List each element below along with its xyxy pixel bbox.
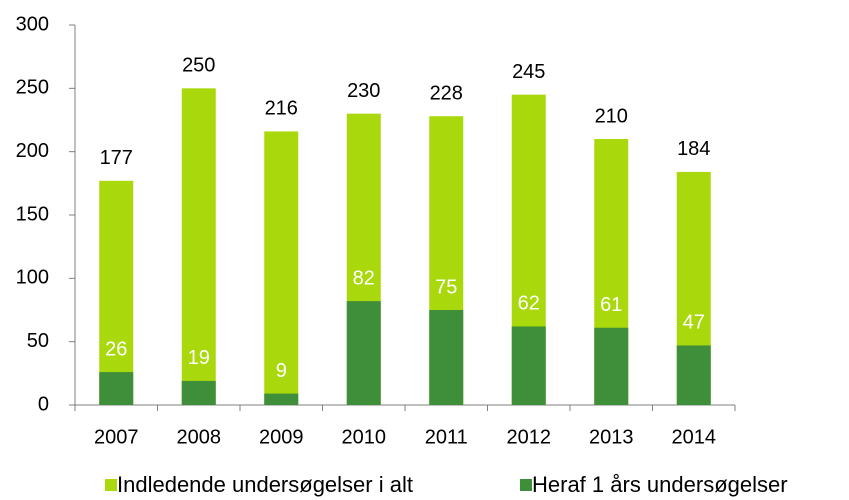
- data-label: 210: [595, 105, 628, 127]
- y-tick-label: 150: [16, 203, 49, 225]
- data-label: 245: [512, 61, 545, 83]
- x-tick-label: 2009: [259, 426, 304, 448]
- bar: [594, 327, 629, 405]
- data-label: 230: [347, 80, 380, 102]
- legend-label: Heraf 1 års undersøgelser: [532, 472, 788, 497]
- y-tick-label: 50: [27, 330, 49, 352]
- x-tick-label: 2012: [507, 426, 552, 448]
- y-tick-label: 250: [16, 77, 49, 99]
- data-label: 177: [100, 147, 133, 169]
- legend-swatch: [105, 479, 117, 491]
- data-label: 61: [600, 294, 622, 316]
- x-tick-label: 2011: [425, 426, 468, 448]
- x-tick-label: 2013: [589, 426, 634, 448]
- bar: [676, 345, 711, 405]
- x-tick-label: 2014: [672, 426, 717, 448]
- bar: [99, 180, 134, 405]
- legend-label: Indledende undersøgelser i alt: [117, 472, 413, 497]
- data-label: 75: [435, 276, 457, 298]
- data-label: 26: [105, 338, 127, 360]
- x-tick-label: 2007: [94, 426, 139, 448]
- data-label: 19: [188, 347, 210, 369]
- bar: [181, 380, 216, 405]
- data-label: 47: [683, 312, 705, 334]
- y-tick-label: 0: [38, 393, 49, 415]
- y-tick-label: 300: [16, 13, 49, 35]
- y-tick-label: 100: [16, 267, 49, 289]
- data-label: 82: [353, 267, 375, 289]
- bar: [181, 88, 216, 405]
- bar: [264, 393, 299, 405]
- data-label: 9: [276, 360, 287, 382]
- bar: [99, 372, 134, 405]
- x-tick-label: 2008: [177, 426, 222, 448]
- legend-swatch: [520, 479, 532, 491]
- data-label: 62: [518, 293, 540, 315]
- bar: [264, 131, 299, 405]
- data-label: 216: [265, 98, 298, 120]
- y-tick-label: 200: [16, 140, 49, 162]
- x-tick-label: 2010: [342, 426, 387, 448]
- data-label: 184: [677, 138, 710, 160]
- data-label: 228: [430, 82, 463, 104]
- data-label: 250: [182, 55, 215, 77]
- bar: [346, 301, 381, 405]
- bar: [511, 326, 546, 405]
- bar: [429, 310, 464, 405]
